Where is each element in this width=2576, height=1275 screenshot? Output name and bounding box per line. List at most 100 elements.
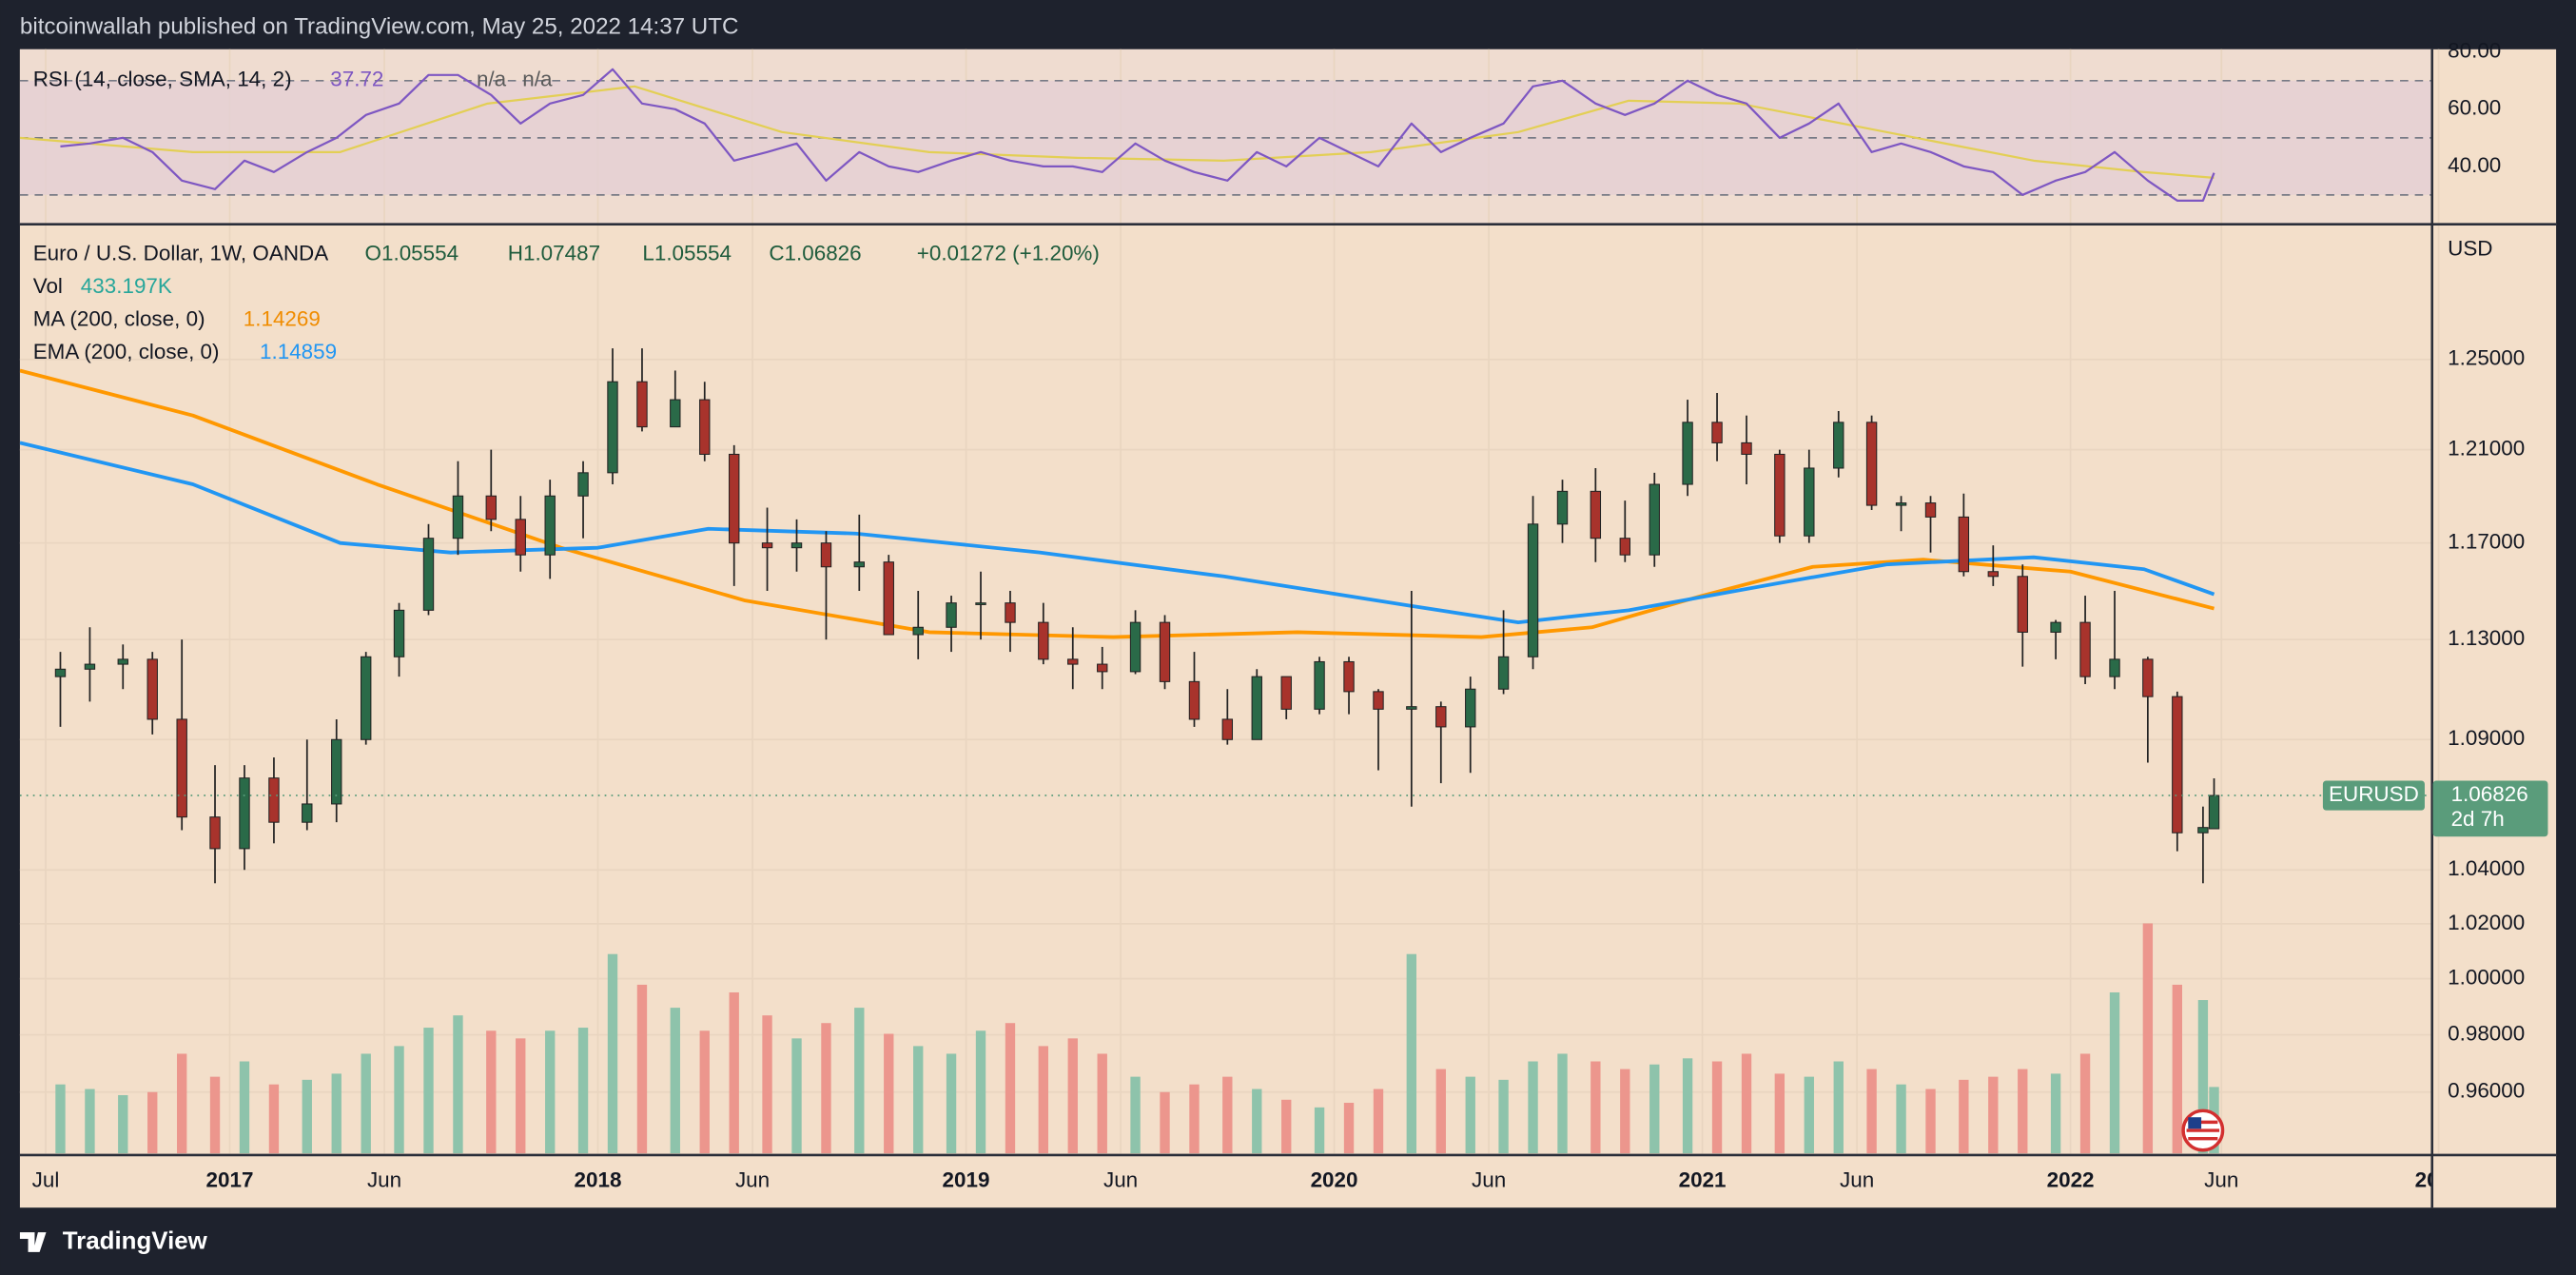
volume-bar bbox=[85, 1089, 95, 1154]
rsi-value: 37.72 bbox=[330, 68, 383, 91]
candle-body bbox=[117, 658, 128, 665]
volume-bar bbox=[1435, 1069, 1446, 1154]
volume-name: Vol bbox=[33, 274, 63, 298]
flag-icon bbox=[2181, 1108, 2225, 1152]
price-axis: 1.25000 1.21000 1.17000 1.13000 1.09000 1.040… bbox=[2448, 39, 2525, 1103]
candle-body bbox=[239, 777, 250, 850]
y-tick-label: 1.02000 bbox=[2448, 911, 2525, 934]
candle-body bbox=[1590, 490, 1602, 539]
candle-body bbox=[1188, 680, 1200, 720]
volume-bar bbox=[209, 1076, 221, 1154]
candle-body bbox=[1774, 453, 1786, 537]
candle-body bbox=[1711, 422, 1723, 443]
candle-body bbox=[1406, 706, 1417, 710]
candle-body bbox=[1251, 676, 1262, 740]
candle-body bbox=[515, 519, 526, 556]
candle-body bbox=[2050, 621, 2061, 633]
volume-bar bbox=[147, 1091, 158, 1154]
candle-body bbox=[1067, 658, 1079, 665]
y-tick-label: 0.98000 bbox=[2448, 1021, 2525, 1045]
x-tick-label: 2019 bbox=[943, 1167, 990, 1191]
candle-body bbox=[2017, 576, 2028, 633]
candle-body bbox=[393, 609, 405, 657]
candle-body bbox=[912, 626, 924, 636]
volume-bar bbox=[1373, 1089, 1384, 1154]
volume-bar bbox=[1988, 1076, 1999, 1154]
candle-body bbox=[1619, 538, 1630, 556]
candle-body bbox=[1682, 422, 1693, 485]
x-tick-label: Jul bbox=[32, 1167, 60, 1191]
volume-bar bbox=[1281, 1099, 1292, 1154]
volume-bar bbox=[1252, 1089, 1262, 1154]
candle-body bbox=[820, 542, 832, 568]
volume-bar bbox=[2050, 1073, 2061, 1154]
candle-body bbox=[2208, 794, 2220, 830]
candle-body bbox=[1497, 656, 1510, 690]
legend-close: C1.06826 bbox=[769, 242, 861, 265]
y-tick-label: 1.09000 bbox=[2448, 726, 2525, 750]
volume-bar bbox=[302, 1079, 312, 1154]
volume-bar bbox=[636, 984, 648, 1154]
ema-line bbox=[19, 441, 2215, 625]
y-tick-label: 1.21000 bbox=[2448, 437, 2525, 461]
volume-bar bbox=[1314, 1107, 1325, 1154]
price-tag bbox=[2432, 780, 2548, 837]
candle-body bbox=[146, 658, 158, 720]
volume-bar bbox=[55, 1084, 66, 1154]
volume-bar bbox=[545, 1030, 556, 1154]
volume-bar bbox=[854, 1008, 865, 1154]
candle-body bbox=[1314, 660, 1325, 710]
volume-bar bbox=[1896, 1084, 1906, 1154]
volume-bar bbox=[361, 1053, 371, 1154]
volume-bar bbox=[394, 1046, 404, 1154]
volume-bar bbox=[1804, 1076, 1814, 1154]
candle-body bbox=[883, 561, 894, 636]
candle-body bbox=[2172, 696, 2183, 834]
rsi-signal-line bbox=[19, 85, 2215, 179]
price-unit: USD bbox=[2448, 236, 2492, 260]
x-tick-label: 2017 bbox=[206, 1167, 254, 1191]
y-tick-label: 1.17000 bbox=[2448, 530, 2525, 554]
volume-bar bbox=[1590, 1061, 1601, 1154]
volume-bar bbox=[1649, 1064, 1660, 1154]
y-tick-label: 1.25000 bbox=[2448, 346, 2525, 370]
volume-bar bbox=[607, 953, 618, 1154]
x-tick-label: 2023 bbox=[2415, 1167, 2463, 1191]
rsi-tick-label: 80.00 bbox=[2448, 39, 2501, 63]
volume-bar bbox=[2142, 923, 2154, 1154]
candle-body bbox=[1741, 441, 1752, 455]
volume-bar bbox=[577, 1028, 589, 1154]
attribution: bitcoinwallah published on TradingView.c… bbox=[20, 14, 739, 40]
candle-body bbox=[1556, 490, 1569, 525]
candle-body bbox=[1833, 422, 1844, 469]
volume-bar bbox=[516, 1038, 526, 1154]
volume-bar bbox=[2172, 984, 2182, 1154]
volume-bar bbox=[1774, 1073, 1786, 1154]
candle-body bbox=[1924, 502, 1937, 518]
x-tick-label: 2018 bbox=[575, 1167, 622, 1191]
candle-body bbox=[84, 663, 96, 670]
candle-body bbox=[1958, 516, 1970, 573]
candle-body bbox=[485, 495, 497, 520]
candle-body bbox=[1865, 422, 1878, 506]
ma-value: 1.14269 bbox=[244, 307, 321, 331]
x-tick-label: Jun bbox=[735, 1167, 770, 1191]
logo bbox=[19, 1232, 47, 1252]
candle-body bbox=[1129, 621, 1142, 673]
y-tick-label: 1.04000 bbox=[2448, 856, 2525, 880]
volume-bar bbox=[1222, 1076, 1233, 1154]
volume-bar bbox=[1498, 1079, 1509, 1154]
candle-body bbox=[761, 542, 773, 549]
candle-body bbox=[2197, 827, 2209, 834]
footer-brand: TradingView bbox=[63, 1227, 208, 1254]
candle-body bbox=[1987, 571, 2000, 578]
candle-body bbox=[176, 718, 187, 818]
candle-body bbox=[1097, 663, 1108, 673]
candle-body bbox=[268, 777, 280, 823]
candle-body bbox=[2109, 658, 2120, 677]
candle-body bbox=[544, 495, 556, 556]
candle-body bbox=[209, 816, 221, 850]
x-tick-label: 2021 bbox=[1679, 1167, 1727, 1191]
legend-change: +0.01272 (+1.20%) bbox=[917, 242, 1100, 265]
